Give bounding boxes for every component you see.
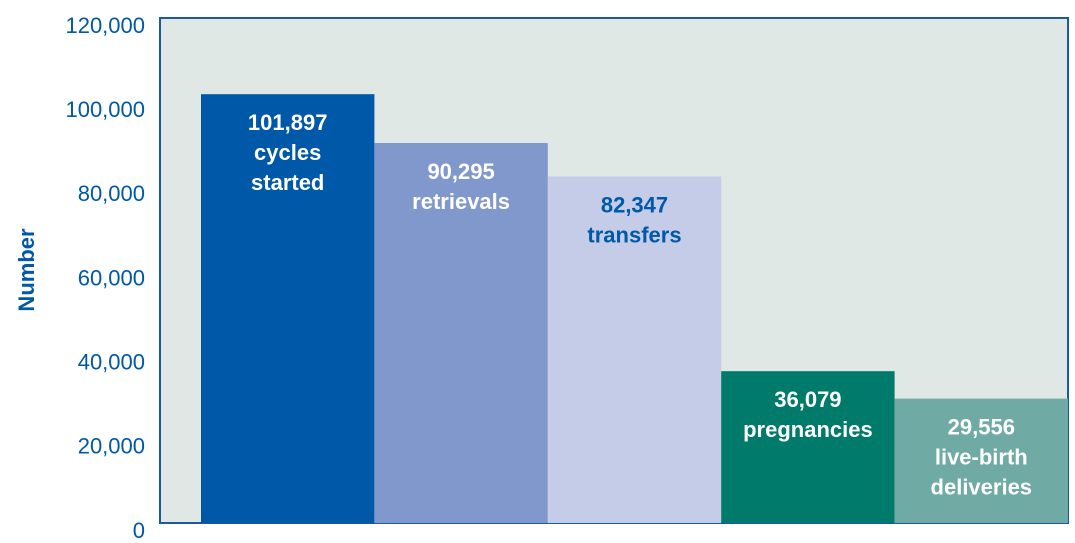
y-tick-label: 100,000 <box>65 97 145 122</box>
category-label: cycles started <box>251 140 324 195</box>
category-label: retrievals <box>412 189 510 214</box>
y-axis-label: Number <box>14 228 39 312</box>
category-label: transfers <box>587 222 681 247</box>
y-tick-label: 60,000 <box>78 265 145 290</box>
value-label: 29,556 <box>948 414 1015 439</box>
value-label: 82,347 <box>601 192 668 217</box>
value-label: 36,079 <box>774 387 841 412</box>
value-label: 90,295 <box>427 159 494 184</box>
y-tick-label: 20,000 <box>78 434 145 459</box>
category-label: live-birth deliveries <box>931 444 1033 499</box>
bar <box>374 143 548 523</box>
bar <box>894 398 1068 523</box>
y-tick-label: 80,000 <box>78 181 145 206</box>
value-label: 101,897 <box>248 110 328 135</box>
bar <box>547 176 722 524</box>
y-tick-label: 40,000 <box>78 349 145 374</box>
y-tick-label: 120,000 <box>65 13 145 38</box>
y-tick-label: 0 <box>133 518 145 543</box>
bar <box>201 94 375 523</box>
bar <box>721 371 895 523</box>
category-label: pregnancies <box>743 417 873 442</box>
